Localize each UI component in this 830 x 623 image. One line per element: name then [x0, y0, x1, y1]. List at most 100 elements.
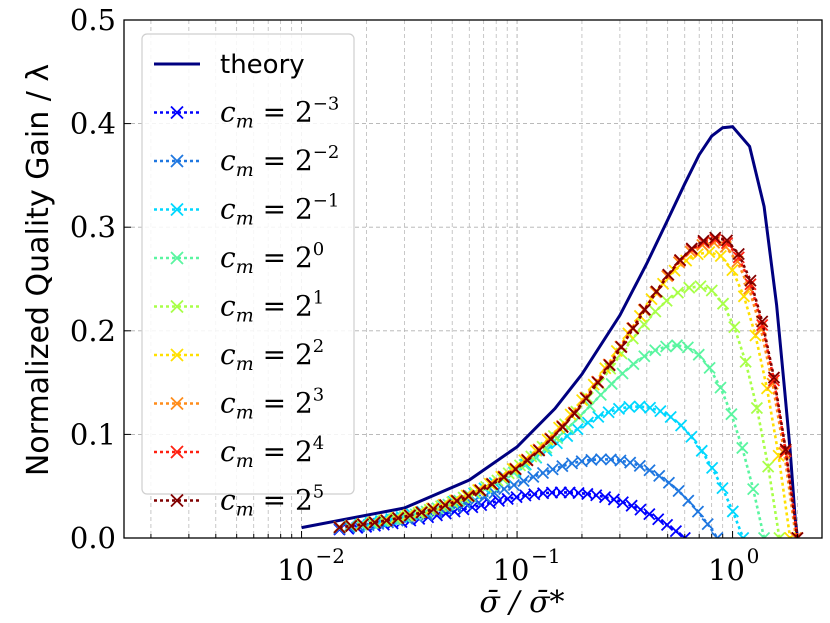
series-marker: [674, 419, 688, 432]
series-marker: [728, 321, 741, 334]
series-marker: [627, 358, 640, 371]
x-tick-exponent: −2: [316, 544, 345, 568]
series-marker: [682, 494, 695, 507]
legend-series-label: cm = 25: [220, 482, 324, 521]
series-marker: [662, 268, 675, 281]
legend-swatch-marker: [170, 105, 184, 120]
series-marker: [650, 285, 663, 298]
series-marker: [637, 318, 651, 331]
series-marker: [380, 514, 393, 527]
series-marker: [673, 253, 687, 267]
series-marker: [450, 494, 464, 508]
series-group: [301, 125, 804, 538]
series-marker: [732, 247, 745, 261]
series-marker: [709, 233, 722, 246]
series-marker: [624, 456, 637, 469]
series-marker: [598, 490, 612, 504]
legend-series-label: cm = 23: [220, 385, 324, 424]
series-marker: [668, 264, 681, 277]
series-marker: [703, 361, 716, 375]
series-marker: [654, 405, 667, 418]
plot-area: [301, 125, 804, 538]
series-marker: [789, 531, 803, 538]
axes-frame: [123, 19, 823, 539]
x-tick-label: 10: [493, 553, 530, 587]
series-marker: [652, 513, 665, 526]
series-marker: [474, 484, 487, 497]
series-marker: [521, 454, 534, 467]
series-marker: [653, 469, 666, 482]
legend-series-label: cm = 2−2: [220, 142, 339, 181]
series-marker: [550, 437, 564, 450]
series-marker: [714, 381, 727, 394]
series-marker: [626, 322, 640, 335]
x-tick-label: 10: [708, 553, 745, 587]
series-marker: [779, 445, 792, 458]
legend-theory-label: theory: [220, 50, 305, 80]
series-marker: [462, 489, 475, 503]
series-marker: [645, 292, 658, 306]
axis-ticks: 0.00.10.20.30.40.510 −2 10 −1 10 0: [70, 3, 798, 587]
series-marker: [649, 305, 662, 318]
series-marker: [634, 503, 647, 516]
series-marker: [633, 459, 646, 472]
legend-swatch-marker: [170, 445, 184, 459]
series-marker: [625, 499, 638, 512]
y-tick-label: 0.4: [70, 107, 116, 141]
series-marker: [527, 470, 540, 484]
series-marker: [633, 400, 646, 413]
series-line-8: [339, 236, 799, 538]
series-marker: [670, 339, 684, 352]
series-marker: [685, 242, 698, 255]
series-marker: [536, 466, 550, 480]
series-marker: [678, 531, 691, 538]
series-marker: [486, 478, 499, 491]
legend-series-label: cm = 24: [220, 433, 324, 472]
series-marker: [594, 388, 607, 402]
series-marker: [585, 453, 598, 466]
series-marker: [664, 410, 677, 424]
series-marker: [697, 234, 710, 247]
x-tick-exponent: −1: [531, 544, 560, 568]
series-marker: [660, 294, 673, 307]
series-marker: [427, 503, 440, 516]
legend: theory cm = 2−3 cm = 2−2 cm = 2−1 cm = 20 cm …: [141, 33, 355, 521]
series-marker: [779, 443, 792, 456]
series-marker: [725, 408, 738, 421]
theory-line: [301, 125, 799, 538]
y-tick-label: 0.2: [70, 314, 116, 348]
series-marker: [767, 374, 781, 387]
legend-series-label: cm = 20: [220, 239, 324, 278]
legend-swatch-marker: [170, 348, 184, 362]
legend-box: [141, 33, 355, 495]
series-marker: [607, 493, 621, 506]
series-marker: [669, 524, 683, 538]
y-tick-label: 0.1: [70, 417, 116, 451]
series-marker: [546, 463, 559, 476]
series-line-0: [339, 491, 686, 538]
series-marker: [517, 474, 530, 488]
legend-series-label: cm = 22: [220, 336, 324, 375]
series-marker: [697, 236, 710, 249]
series-marker: [556, 459, 569, 473]
series-marker: [603, 359, 616, 372]
series-marker: [594, 453, 608, 466]
y-tick-label: 0.3: [70, 210, 116, 244]
series-marker: [583, 399, 597, 413]
y-axis-label: Normalized Quality Gain / λ: [21, 64, 56, 476]
series-marker: [638, 303, 651, 316]
y-tick-label: 0.5: [70, 3, 116, 37]
series-marker: [691, 505, 705, 518]
series-marker: [750, 401, 764, 415]
series-marker: [497, 471, 511, 484]
legend-swatch-marker: [170, 154, 184, 168]
y-tick-label: 0.0: [70, 521, 116, 555]
x-tick-label: 10: [277, 553, 314, 587]
series-marker: [659, 340, 673, 353]
series-marker: [726, 264, 739, 277]
series-marker: [739, 355, 752, 368]
legend-swatch-marker: [170, 396, 184, 411]
series-marker: [581, 416, 595, 429]
legend-swatch-marker: [170, 493, 184, 508]
